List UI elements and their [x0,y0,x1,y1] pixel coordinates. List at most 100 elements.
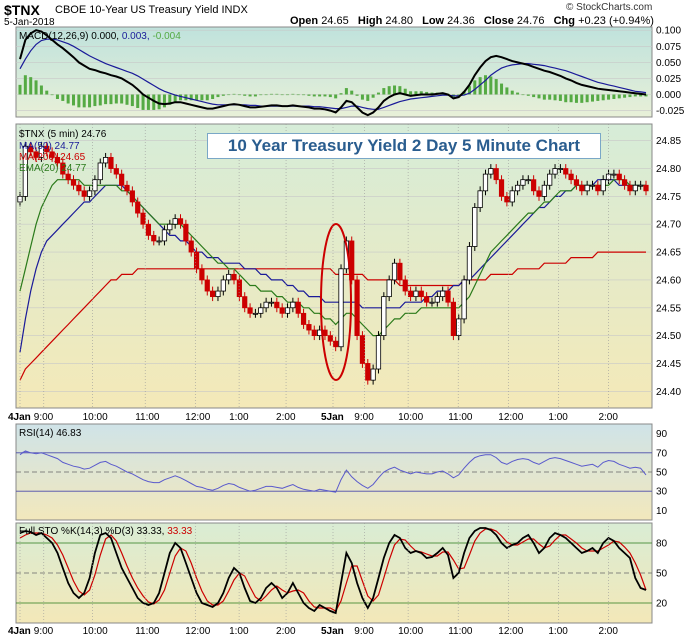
macd-hist-bar [376,92,380,95]
candle-body [177,218,184,225]
macd-tick-label: 0.050 [656,58,681,69]
macd-hist-bar [302,94,306,96]
candle-body [236,279,242,298]
macd-hist-bar [98,94,102,106]
macd-hist-bar [227,94,231,96]
macd-hist-bar [168,94,172,105]
sto-label: Full STO %K(14,3) %D(3) 33.33, 33.33 [19,526,193,537]
sto-panel: 80 50 20 Full STO %K(14,3) %D(3) 33.33, 33… [15,522,668,624]
macd-hist-bar [334,94,338,99]
candle-body [627,184,633,192]
candle-body [493,168,499,181]
candle-body [258,307,264,314]
macd-hist-bar [291,93,295,95]
candle-body [531,179,537,192]
macd-panel: 0.100 0.075 0.050 0.025 0.000 -0.025 MACD(12,… [15,26,685,118]
candle-body [520,179,526,186]
chg-label: Chg [553,15,575,27]
macd-hist-bar [387,86,391,95]
low-value: 24.36 [447,15,475,27]
candle-body [386,279,392,298]
macd-hist-bar [141,94,145,110]
macd-hist-bar [537,94,541,99]
macd-hist-bar [473,80,477,95]
candle-body [643,184,649,192]
macd-hist-bar [516,92,520,95]
macd-hist-bar [521,94,525,96]
macd-hist-bar [264,94,268,96]
candle-body [413,290,419,298]
price-tick-label: 24.55 [656,303,681,314]
candle-body [450,301,456,337]
open-value: 24.65 [321,15,349,27]
candle-body [541,184,547,197]
chart-date: 5-Jan-2018 [4,17,55,28]
candle-body [434,296,440,303]
candle-body [536,190,542,197]
macd-hist-bar [162,94,166,108]
macd-hist-bar [569,94,573,103]
macd-tick-label: 0.025 [656,74,681,85]
candle-body [49,151,55,158]
macd-signal-line [19,38,647,110]
x-tick-label: 12:00 [185,412,210,423]
macd-hist-bar [82,94,86,108]
macd-hist-bar [382,88,386,95]
macd-hist-bar [355,94,359,96]
macd-hist-bar [414,91,418,95]
candle-body [638,184,644,187]
candle-body [611,173,617,176]
macd-hist-bar [221,94,225,96]
candle-body [482,173,489,192]
macd-hist-bar [366,94,370,101]
macd-hist-bar [639,94,643,97]
candle-body [600,179,606,192]
macd-hist-bar [580,94,584,103]
candle-body [28,145,34,153]
rsi-tick-label: 10 [656,506,668,517]
candle-body [509,190,515,203]
x-tick-label: 10:00 [398,626,423,637]
candle-body [274,301,280,309]
x-tick-label: 9:00 [354,626,374,637]
x-tick-label: 1:00 [548,626,568,637]
sto-k-line [19,527,647,615]
macd-hist-bar [280,94,284,96]
macd-tick-label: 0.000 [656,90,681,101]
candle-body [226,273,232,281]
rsi-y-ticks: 90 70 50 30 10 [656,429,668,517]
candle-body [22,145,28,197]
macd-histogram [18,75,648,110]
macd-hist-bar [312,94,316,97]
macd-hist-bar [633,94,637,97]
macd-hist-bar [93,94,97,107]
macd-hist-bar [195,94,199,101]
candle-body [199,268,205,281]
sto-tick-label: 20 [656,599,668,610]
macd-hist-bar [179,94,183,101]
candle-body [391,262,398,281]
candle-body [151,234,157,242]
macd-hist-bar [478,77,482,95]
macd-hist-bar [510,90,514,95]
x-tick-label: 9:00 [34,412,54,423]
candle-body [290,301,296,309]
candle-body [33,151,39,158]
macd-hist-bar [553,94,557,101]
candle-body [547,173,553,186]
candle-body [354,279,360,337]
candle-body [498,179,505,197]
x-tick-label: 2:00 [276,626,296,637]
candle-body [375,335,382,370]
candle-body [60,162,66,175]
candle-body [92,179,98,192]
x-tick-label: 5Jan [321,626,344,637]
macd-line [19,29,647,117]
macd-hist-bar [467,86,471,95]
ma50-legend: MA(50) 24.77 [19,141,80,152]
macd-hist-bar [574,94,578,103]
macd-hist-bar [542,94,546,100]
candle-body [573,179,580,186]
macd-hist-bar [644,94,648,97]
candle-body [424,296,430,303]
